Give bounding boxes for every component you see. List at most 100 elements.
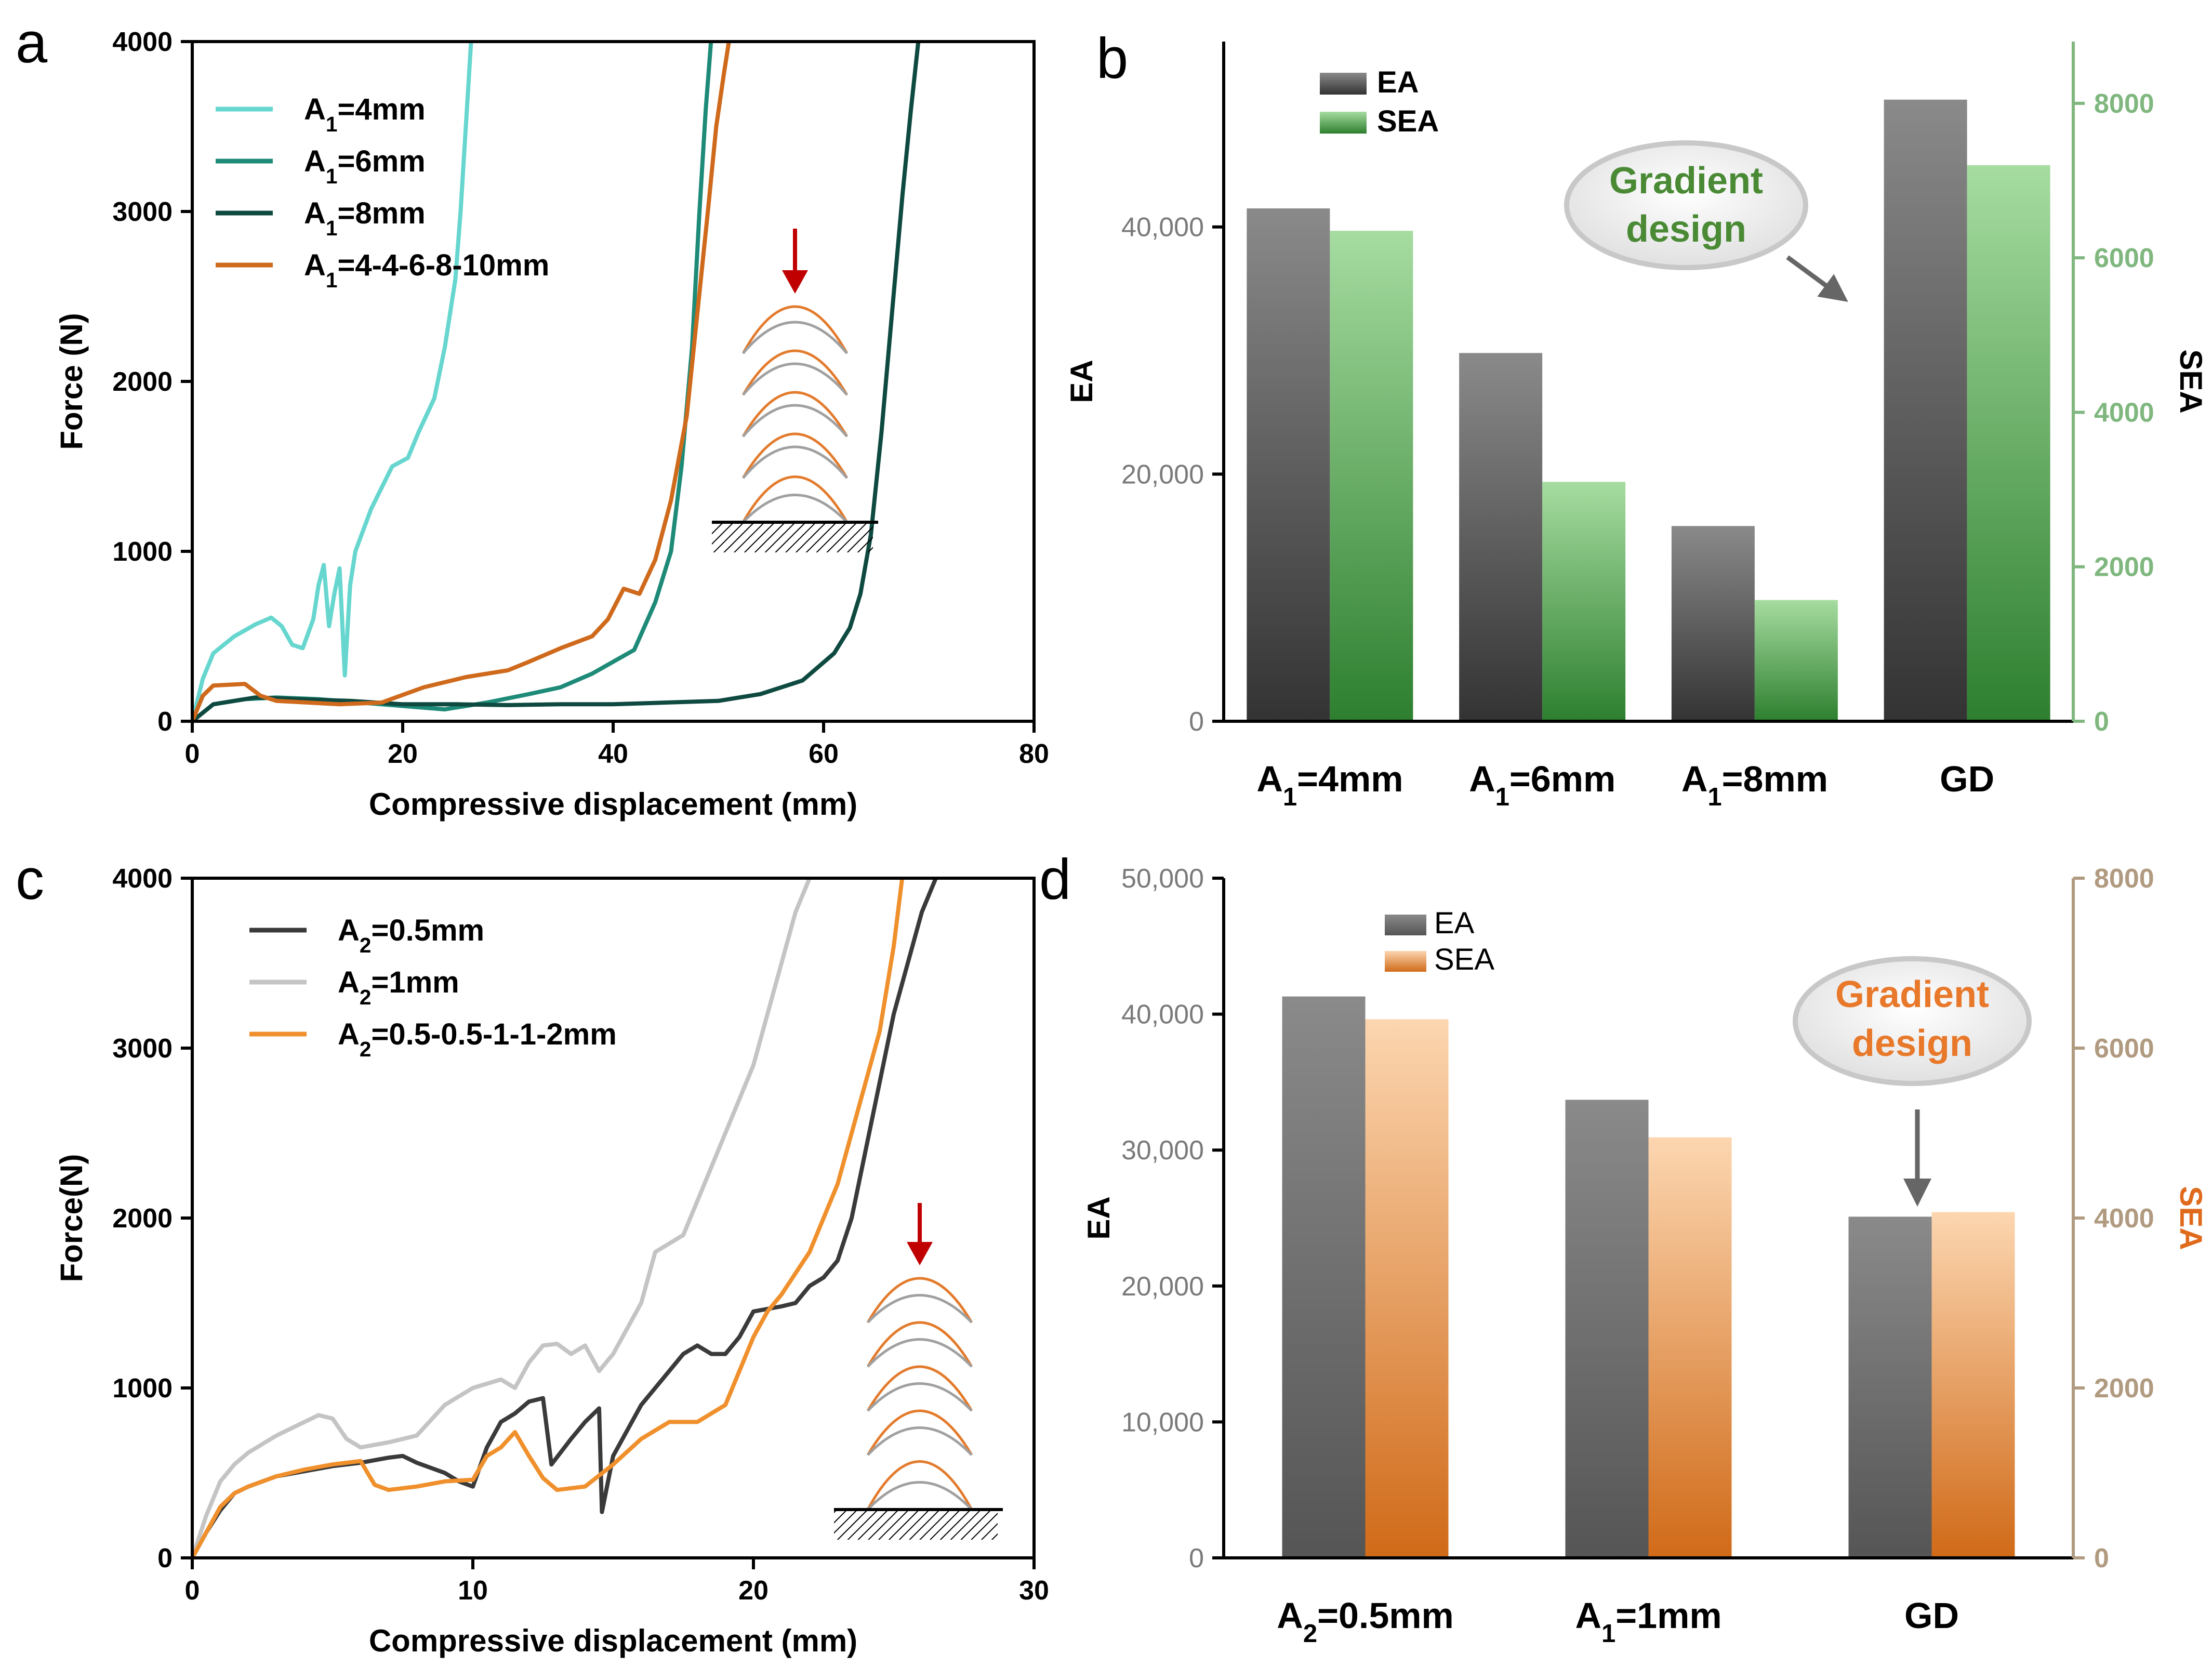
y2-tick-label: 0	[2094, 1543, 2109, 1573]
y-tick-label: 3000	[112, 1034, 173, 1064]
panel-b-legend: EA SEA	[1320, 65, 1439, 138]
x-tick-label: 60	[809, 739, 839, 769]
x-tick-label: 0	[185, 739, 200, 769]
legend-label-sea: SEA	[1434, 943, 1494, 976]
panel-b-y-ticks: 0 20,000 40,000	[1121, 213, 1224, 737]
legend-swatch-ea	[1385, 915, 1426, 935]
y-tick-label: 0	[1189, 1543, 1204, 1573]
y-tick-label: 10,000	[1121, 1407, 1204, 1437]
panel-c-y-ticks: 0 1000 2000 3000 4000	[112, 864, 192, 1573]
y-tick-label: 50,000	[1121, 864, 1204, 894]
load-arrow-icon	[782, 270, 808, 294]
legend-swatch-sea	[1320, 112, 1367, 134]
legend-label-3: A1=8mm	[304, 196, 426, 240]
category-label-2: A1=6mm	[1469, 759, 1615, 811]
y-tick-label: 40,000	[1121, 213, 1204, 243]
x-tick-label: 80	[1019, 739, 1049, 769]
panel-a-y-label: Force (N)	[54, 313, 89, 449]
legend-label-ea: EA	[1434, 906, 1475, 940]
y2-tick-label: 8000	[2094, 89, 2154, 119]
annotation-line1: Gradient	[1835, 974, 1989, 1015]
panel-letter-c: c	[16, 848, 44, 911]
x-tick-label: 40	[598, 739, 628, 769]
panel-b-category-labels: A1=4mm A1=6mm A1=8mm GD	[1256, 759, 1994, 811]
legend-label-sea: SEA	[1377, 104, 1439, 138]
bar-sea-3	[1754, 600, 1838, 721]
bar-ea-2	[1459, 353, 1543, 721]
legend-swatch-ea	[1320, 73, 1367, 95]
annotation-bubble	[1793, 956, 2032, 1086]
y2-tick-label: 6000	[2094, 1034, 2154, 1064]
category-label-4: GD	[1940, 759, 1994, 799]
y2-tick-label: 2000	[2094, 1373, 2154, 1404]
y-tick-label: 2000	[112, 367, 173, 397]
panel-c-x-ticks: 0 10 20 30	[185, 1558, 1049, 1606]
y-tick-label: 0	[1189, 707, 1204, 737]
y-tick-label: 2000	[112, 1203, 173, 1234]
annotation-line2: design	[1626, 208, 1746, 250]
x-tick-label: 10	[458, 1576, 488, 1606]
legend-label-2: A1=6mm	[304, 144, 426, 188]
bar-sea-2	[1542, 482, 1626, 721]
series-line-2	[190, 877, 812, 1559]
y-tick-label: 20,000	[1121, 1272, 1204, 1302]
ground-hatch	[834, 1511, 998, 1540]
bar-ea-4	[1884, 99, 1967, 722]
category-label-3: GD	[1904, 1595, 1959, 1636]
y2-tick-label: 4000	[2094, 398, 2154, 428]
y2-tick-label: 4000	[2094, 1203, 2154, 1234]
panel-b-annotation: Gradient design	[1564, 140, 1848, 302]
y-tick-label: 0	[157, 1543, 173, 1573]
legend-label-2: A2=1mm	[338, 965, 459, 1009]
panel-a-legend: A1=4mm A1=6mm A1=8mm A1=4-4-6-8-10mm	[216, 92, 549, 292]
x-tick-label: 30	[1019, 1576, 1049, 1606]
legend-label-1: A2=0.5mm	[338, 914, 484, 957]
y2-tick-label: 0	[2094, 707, 2109, 737]
bar-ea-3	[1671, 526, 1755, 721]
load-arrow-icon	[907, 1242, 933, 1265]
panel-b-y-label: EA	[1064, 360, 1099, 403]
category-label-3: A1=8mm	[1681, 759, 1828, 811]
panel-b: b 0 20,000 40,000 0 2000 4000 6000 8000 A1=4mm…	[1064, 27, 2208, 811]
bar-ea-3	[1848, 1216, 1932, 1558]
annotation-arrow	[1786, 255, 1848, 302]
bar-ea-1	[1282, 996, 1366, 1558]
panel-c-structure-inset	[834, 1203, 1003, 1540]
x-tick-label: 0	[185, 1576, 200, 1606]
bar-sea-1	[1365, 1019, 1449, 1558]
annotation-bubble	[1564, 140, 1808, 270]
y-tick-label: 4000	[112, 864, 173, 894]
panel-b-y2-label: SEA	[2174, 349, 2208, 413]
panel-a-structure-inset	[712, 229, 878, 552]
panel-d-y-label: EA	[1081, 1196, 1116, 1239]
x-tick-label: 20	[738, 1576, 769, 1606]
y-tick-label: 3000	[112, 197, 173, 227]
y-tick-label: 1000	[112, 537, 173, 567]
series-line-1	[190, 41, 473, 722]
panel-c-x-label: Compressive displacement (mm)	[369, 1623, 857, 1658]
panel-d-bars	[1282, 996, 2015, 1558]
annotation-line1: Gradient	[1609, 160, 1763, 202]
panel-b-y2-ticks: 0 2000 4000 6000 8000	[2073, 89, 2154, 737]
panel-c-plot-area	[190, 877, 938, 1559]
y-tick-label: 0	[157, 707, 173, 737]
panel-a-x-ticks: 0 20 40 60 80	[185, 721, 1049, 769]
panel-c-legend: A2=0.5mm A2=1mm A2=0.5-0.5-1-1-2mm	[249, 914, 617, 1061]
series-line-4	[190, 41, 731, 722]
panel-d-y2-ticks: 0 2000 4000 6000 8000	[2073, 864, 2154, 1573]
y-tick-label: 30,000	[1121, 1135, 1204, 1166]
legend-swatch-sea	[1385, 951, 1426, 972]
panel-letter-d: d	[1039, 848, 1071, 911]
y2-tick-label: 2000	[2094, 552, 2154, 583]
legend-label-1: A1=4mm	[304, 92, 426, 136]
series-line-3	[191, 41, 921, 723]
panel-a-x-label: Compressive displacement (mm)	[369, 787, 857, 822]
x-tick-label: 20	[388, 739, 418, 769]
panel-d-legend: EA SEA	[1385, 906, 1494, 976]
bar-sea-2	[1648, 1137, 1732, 1558]
panel-letter-b: b	[1096, 27, 1128, 90]
panel-d-y-ticks: 0 10,000 20,000 30,000 40,000 50,000	[1121, 864, 1224, 1573]
y2-tick-label: 6000	[2094, 243, 2154, 273]
legend-label-ea: EA	[1377, 65, 1419, 99]
